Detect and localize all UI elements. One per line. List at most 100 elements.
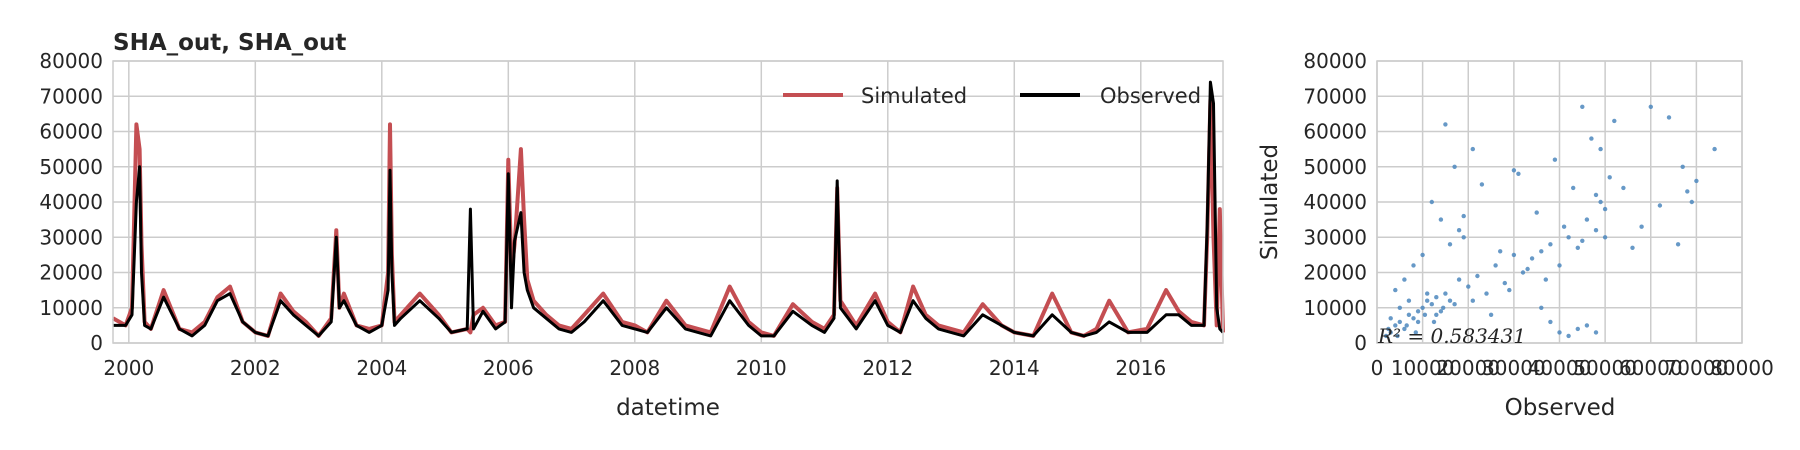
scatter-point <box>1415 309 1421 314</box>
scatter-y-tick-labels: 0 10000 20000 30000 40000 50000 60000 70000 8000… <box>1303 49 1367 355</box>
series-line-observed <box>113 80 1225 338</box>
scatter-x-tick-label: 20000 <box>1436 356 1500 380</box>
scatter-point <box>1470 146 1476 152</box>
scatter-point <box>1598 199 1603 205</box>
scatter-point <box>1525 266 1530 272</box>
scatter-point <box>1484 291 1489 296</box>
scatter-point <box>1575 245 1581 250</box>
scatter-point <box>1461 235 1466 240</box>
scatter-x-tick-label: 30000 <box>1482 356 1546 380</box>
scatter-point <box>1447 298 1453 303</box>
scatter-point <box>1566 333 1571 339</box>
timeseries-x-tick-label: 2016 <box>1115 356 1166 380</box>
scatter-point <box>1502 280 1508 286</box>
scatter-point <box>1402 326 1407 332</box>
scatter-point <box>1516 171 1521 176</box>
scatter-point <box>1461 213 1466 219</box>
legend-simulated-label: Simulated <box>861 84 967 108</box>
scatter-point <box>1406 312 1412 317</box>
scatter-point <box>1561 224 1567 229</box>
timeseries-x-tick-label: 2014 <box>989 356 1040 380</box>
scatter-x-tick-label: 50000 <box>1573 356 1637 380</box>
scatter-y-tick-label: 60000 <box>1303 120 1367 144</box>
scatter-point <box>1393 323 1398 328</box>
scatter-point <box>1488 312 1494 317</box>
timeseries-x-tick-label: 2008 <box>609 356 660 380</box>
scatter-point <box>1511 252 1517 258</box>
timeseries-x-axis-label: datetime <box>616 395 720 421</box>
scatter-x-tick-label: 60000 <box>1619 356 1683 380</box>
timeseries-x-tick-labels: 2000 2002 2004 2006 2008 2010 2012 2014 2016 <box>103 356 1166 380</box>
scatter-y-tick-label: 10000 <box>1303 296 1367 320</box>
scatter-panel: 0100002000030000400005000060000700008000… <box>1257 49 1774 421</box>
scatter-point <box>1498 249 1503 254</box>
legend: Simulated Observed <box>783 84 1201 108</box>
scatter-point <box>1571 185 1576 191</box>
scatter-point <box>1452 164 1457 169</box>
scatter-point <box>1413 330 1419 335</box>
scatter-point <box>1386 326 1391 332</box>
timeseries-y-tick-label: 0 <box>90 331 103 355</box>
scatter-y-tick-label: 40000 <box>1303 190 1367 214</box>
scatter-point <box>1529 256 1535 261</box>
scatter-point <box>1593 330 1599 335</box>
timeseries-title: SHA_out, SHA_out <box>113 30 346 56</box>
scatter-point <box>1557 330 1562 335</box>
scatter-y-tick-label: 50000 <box>1303 155 1367 179</box>
timeseries-panel: SHA_out, SHA_out 0 10000 20000 30000 40000 50… <box>39 30 1225 421</box>
scatter-point <box>1593 228 1599 233</box>
scatter-point <box>1431 319 1437 325</box>
scatter-points <box>1383 104 1717 339</box>
scatter-point <box>1466 284 1471 289</box>
scatter-point <box>1406 298 1412 303</box>
scatter-x-tick-labels: 0 100002000030000400005000060000700008000… <box>1371 356 1774 380</box>
scatter-point <box>1685 189 1690 194</box>
scatter-point <box>1425 291 1430 296</box>
scatter-point <box>1552 157 1558 162</box>
scatter-point <box>1593 192 1599 198</box>
timeseries-x-tick-label: 2006 <box>483 356 534 380</box>
scatter-point <box>1566 235 1571 240</box>
scatter-point <box>1411 263 1416 268</box>
timeseries-lines <box>112 80 1225 338</box>
scatter-point <box>1420 252 1425 258</box>
timeseries-x-tick-label: 2000 <box>103 356 154 380</box>
scatter-point <box>1648 104 1654 110</box>
scatter-point <box>1475 273 1480 279</box>
timeseries-y-tick-label: 10000 <box>39 296 103 320</box>
scatter-point <box>1666 115 1672 120</box>
scatter-point <box>1639 224 1644 229</box>
scatter-frame <box>1376 60 1743 344</box>
timeseries-y-tick-label: 60000 <box>39 120 103 144</box>
scatter-point <box>1580 104 1585 110</box>
scatter-point <box>1621 185 1626 191</box>
scatter-point <box>1404 323 1409 328</box>
scatter-point <box>1689 199 1695 205</box>
timeseries-x-tick-label: 2002 <box>230 356 281 380</box>
scatter-point <box>1557 263 1562 268</box>
scatter-point <box>1575 326 1581 332</box>
timeseries-y-tick-label: 80000 <box>39 49 103 73</box>
scatter-point <box>1383 333 1389 339</box>
scatter-point <box>1520 270 1526 275</box>
scatter-point <box>1657 203 1663 208</box>
scatter-point <box>1395 333 1400 339</box>
scatter-point <box>1607 175 1612 180</box>
scatter-point <box>1584 323 1590 328</box>
scatter-point <box>1402 277 1407 282</box>
scatter-point <box>1388 316 1393 321</box>
series-line-simulated <box>112 97 1225 338</box>
scatter-point <box>1429 199 1435 205</box>
scatter-point <box>1443 291 1448 296</box>
scatter-point <box>1397 305 1403 310</box>
scatter-point <box>1543 277 1549 282</box>
scatter-x-axis-label: Observed <box>1505 395 1616 421</box>
scatter-point <box>1493 263 1498 268</box>
scatter-point <box>1630 245 1635 250</box>
legend-observed-label: Observed <box>1100 84 1201 108</box>
scatter-point <box>1438 309 1444 314</box>
scatter-point <box>1438 217 1444 222</box>
scatter-point <box>1441 305 1446 310</box>
scatter-point <box>1675 242 1681 247</box>
